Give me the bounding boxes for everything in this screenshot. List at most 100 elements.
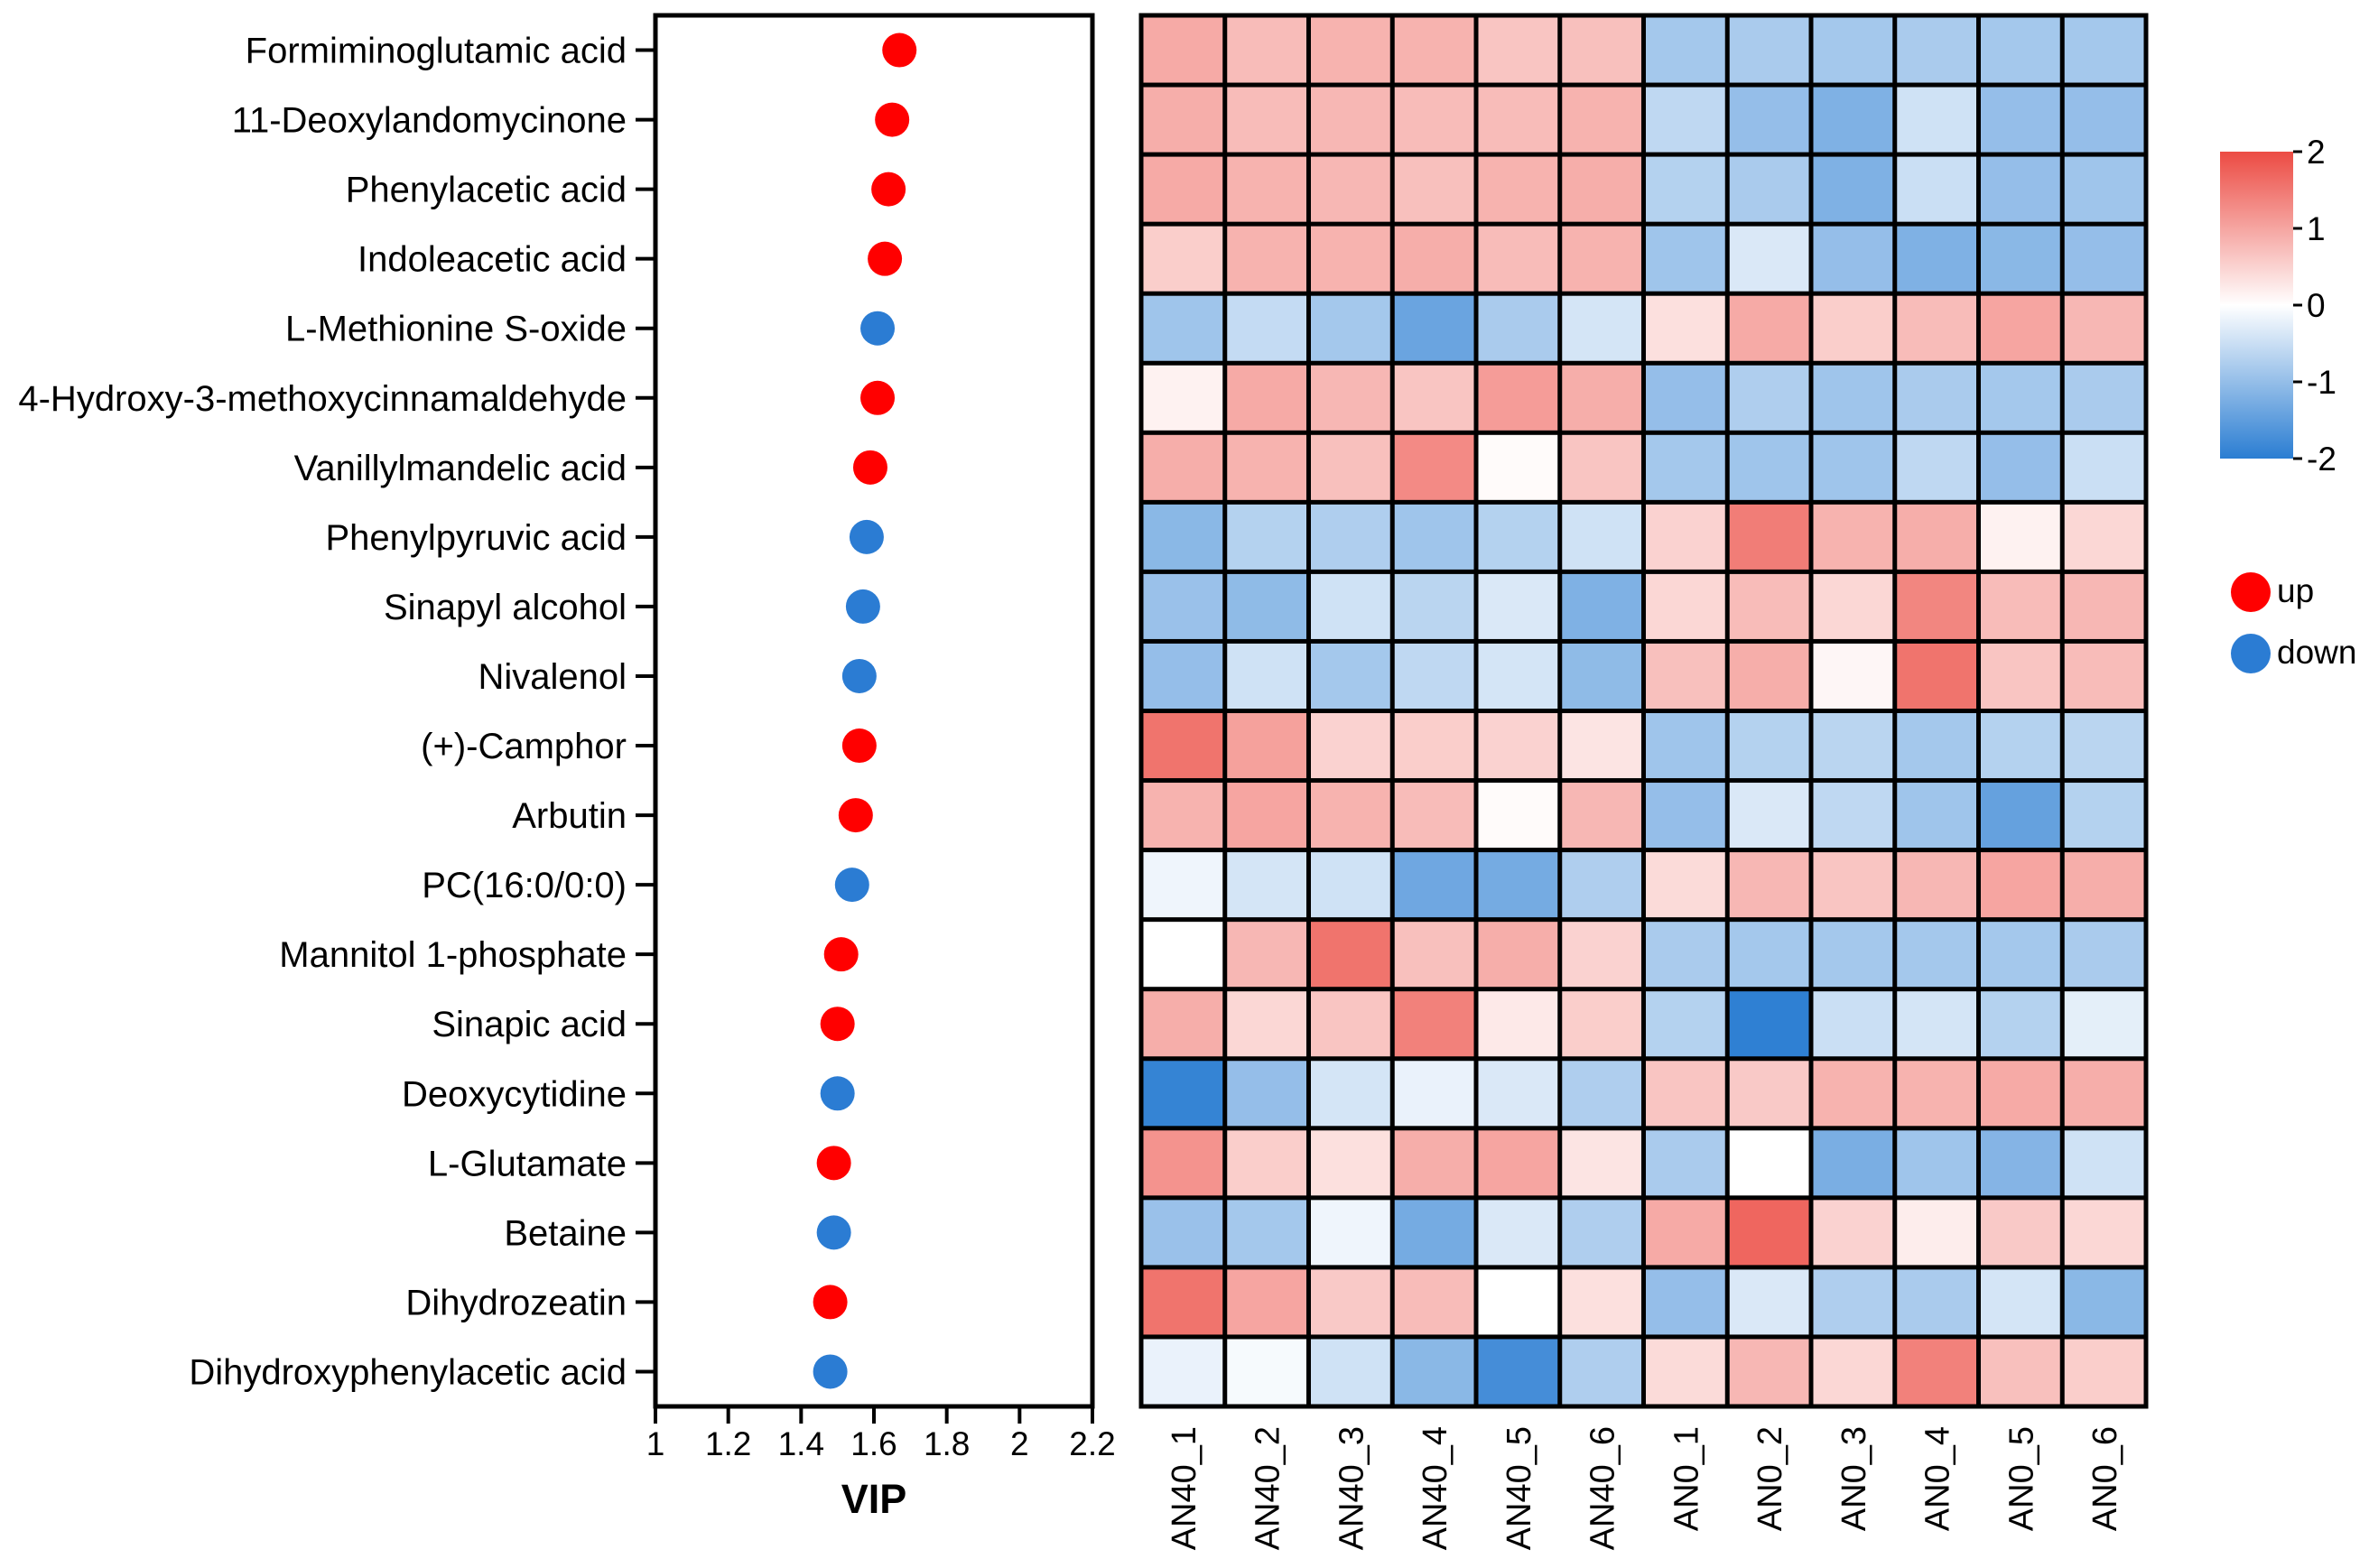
heatmap-cell [1646,713,1725,779]
metabolite-label: Mannitol 1-phosphate [279,935,627,975]
vip-dot [860,380,896,415]
heatmap-cell [1143,434,1223,500]
vip-dot [816,1146,851,1181]
heatmap-cell [1813,87,1893,153]
heatmap-cell [1143,573,1223,639]
heatmap-cell [1646,1130,1725,1196]
heatmap-cell [1981,922,2060,988]
heatmap-cell [1813,573,1893,639]
heatmap-cell [1143,365,1223,431]
heatmap-cell [1143,1339,1223,1405]
x-tick-label: 1.2 [705,1425,751,1462]
heatmap-cell [1311,1339,1390,1405]
metabolite-label: Indoleacetic acid [358,240,627,280]
heatmap-cell [1813,295,1893,361]
heatmap-cell [2064,1269,2144,1335]
vip-dot [841,728,877,764]
heatmap-cell [2064,17,2144,83]
heatmap-cell [1227,643,1306,709]
sample-label: AN0_6 [2086,1426,2124,1531]
colorbar-gradient [2220,152,2293,459]
sample-label: AN0_4 [1919,1426,1957,1531]
heatmap-cell [1813,852,1893,918]
colorbar-label: -1 [2307,364,2336,401]
vip-axis-title: VIP [841,1476,907,1522]
heatmap-cell [1143,991,1223,1057]
heatmap-cell [1729,852,1809,918]
heatmap-cell [1981,573,2060,639]
heatmap-cell [1897,1061,1976,1127]
heatmap-cell [1478,504,1558,570]
heatmap-cell [1227,991,1306,1057]
vip-dot [871,172,906,207]
heatmap-cell [1729,991,1809,1057]
heatmap-cell [1478,852,1558,918]
heatmap-cell [1646,783,1725,849]
heatmap-cell [1813,1200,1893,1266]
heatmap-cell [1227,852,1306,918]
heatmap-cell [1394,1339,1474,1405]
metabolite-label: Phenylpyruvic acid [326,518,627,558]
heatmap-cell [1394,643,1474,709]
heatmap-cell [1981,156,2060,222]
metabolite-label: Phenylacetic acid [346,171,627,210]
vip-dot [838,798,873,833]
heatmap-cell [1562,1339,1641,1405]
vip-dot [860,311,896,346]
heatmap-cell [1897,1269,1976,1335]
metabolite-label: PC(16:0/0:0) [422,866,627,905]
heatmap-cell [1394,922,1474,988]
heatmap-cell [1227,783,1306,849]
metabolite-label: 4-Hydroxy-3-methoxycinnamaldehyde [18,379,627,419]
heatmap-cell [1311,17,1390,83]
heatmap-cell [1478,434,1558,500]
heatmap-cell [1562,87,1641,153]
heatmap-cell [1143,1200,1223,1266]
heatmap-cell [1897,226,1976,292]
heatmap-cell [1311,1130,1390,1196]
heatmap-cell [1981,87,2060,153]
vip-dot [845,589,880,624]
heatmap-cell [1562,643,1641,709]
vip-dot-plot: Formiminoglutamic acid 11-Deoxylandomycin… [18,13,1116,1522]
heatmap-cell [1227,1339,1306,1405]
heatmap-cell [1311,643,1390,709]
heatmap-cell [1227,1130,1306,1196]
metabolite-label: L-Glutamate [428,1144,627,1183]
metabolite-label: 11-Deoxylandomycinone [232,101,627,141]
colorbar-label: 2 [2307,134,2326,171]
heatmap-cell [1143,295,1223,361]
heatmap-cell [2064,434,2144,500]
x-tick-label: 2.2 [1069,1425,1115,1462]
heatmap-cell [1897,17,1976,83]
heatmap-cell [1227,573,1306,639]
sample-label: AN0_5 [2002,1426,2040,1531]
heatmap-cell [1897,713,1976,779]
heatmap-cell [1646,573,1725,639]
heatmap-cell [1981,504,2060,570]
sample-label: AN40_3 [1333,1426,1370,1550]
heatmap-cell [1143,1130,1223,1196]
heatmap-cell [1143,643,1223,709]
heatmap-cell [1646,1269,1725,1335]
heatmap-cell [1813,504,1893,570]
heatmap-grid-background [1138,13,2149,1409]
heatmap-cell [1897,434,1976,500]
heatmap-cell [1729,573,1809,639]
heatmap-cell [1227,17,1306,83]
heatmap-cell [1478,713,1558,779]
sample-label: AN40_2 [1250,1426,1287,1550]
heatmap-cell [1646,226,1725,292]
heatmap-cell [1813,365,1893,431]
heatmap-cell [1981,17,2060,83]
heatmap-cell [1813,1130,1893,1196]
heatmap-cell [1311,1061,1390,1127]
heatmap-cell [1143,713,1223,779]
heatmap-cell [1562,713,1641,779]
metabolite-label: Nivalenol [478,657,627,697]
x-tick-label: 1.4 [778,1425,824,1462]
heatmap-cell [1897,991,1976,1057]
heatmap-cells [1143,17,2144,1405]
heatmap-cell [1813,1061,1893,1127]
heatmap-cell [1646,295,1725,361]
